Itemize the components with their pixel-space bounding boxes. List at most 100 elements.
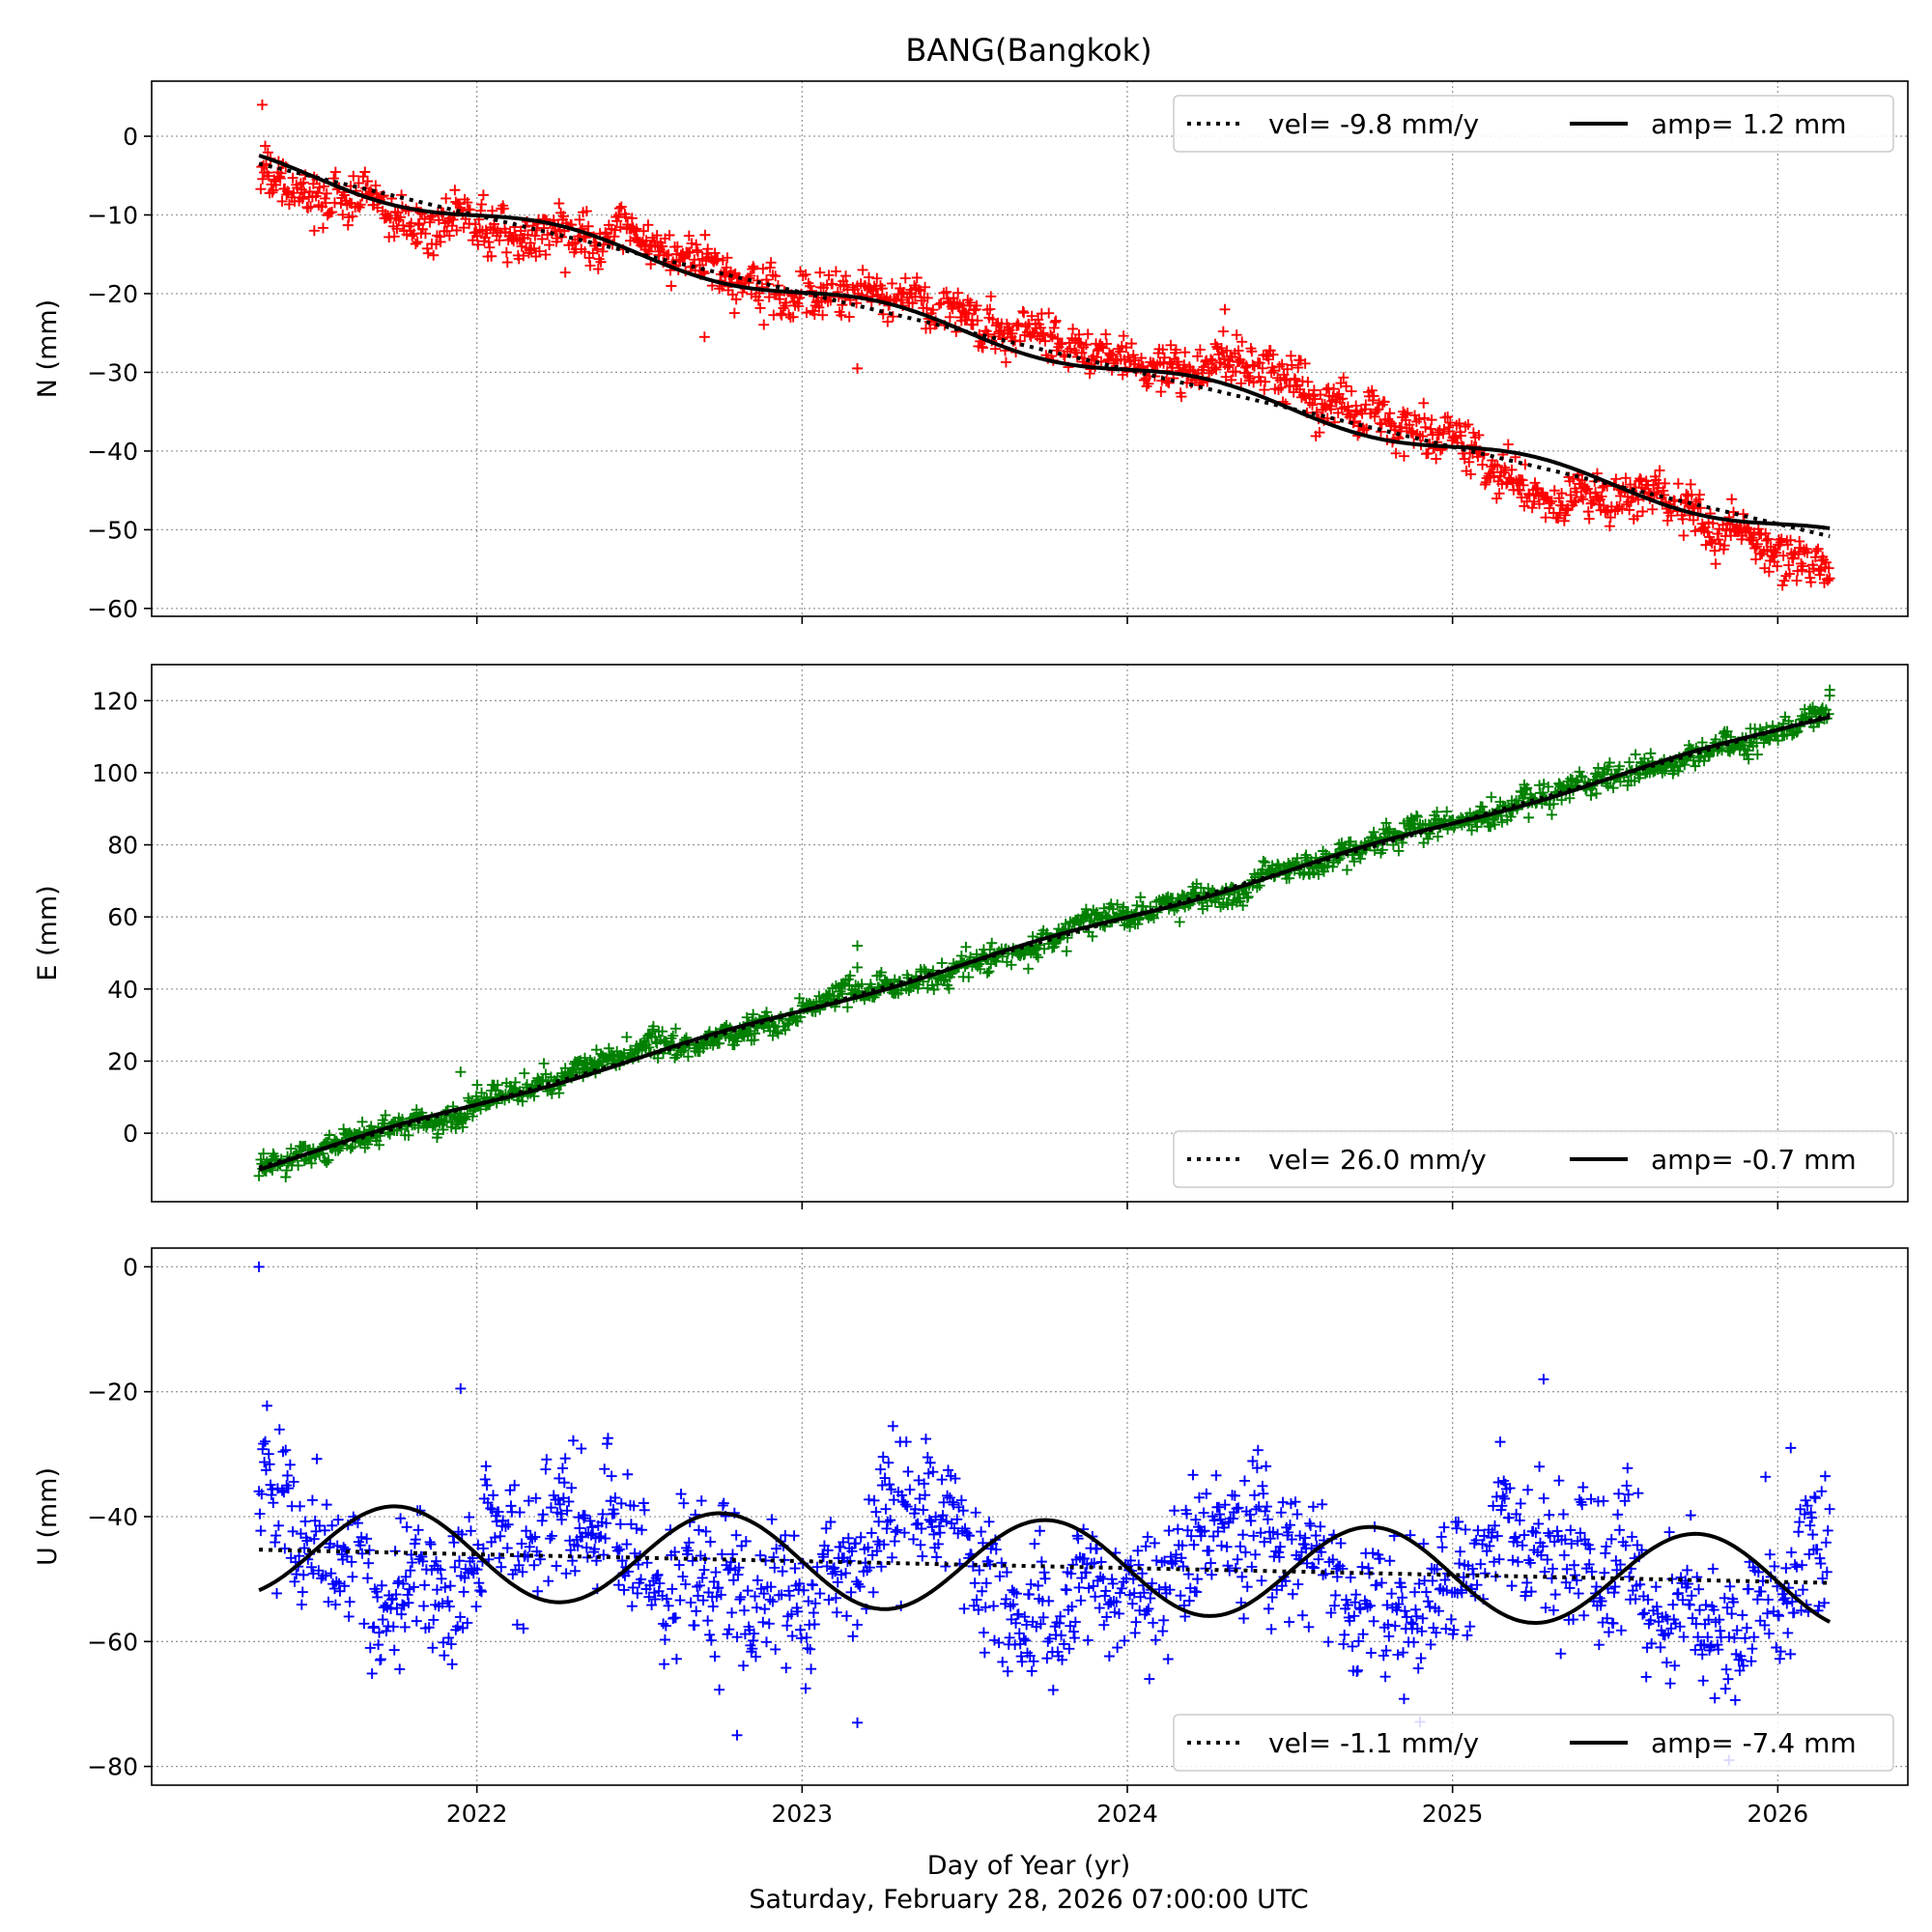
data-point-marker (1697, 1675, 1709, 1687)
data-point-marker (283, 199, 295, 211)
data-point-marker (1578, 1609, 1590, 1621)
data-point-marker (694, 1579, 705, 1591)
data-point-marker (270, 179, 282, 190)
data-point-marker (1057, 1654, 1068, 1665)
data-point-marker (1241, 1581, 1253, 1593)
data-point-marker (636, 1524, 647, 1536)
data-point-marker (1263, 1603, 1274, 1614)
data-point-marker (800, 269, 811, 280)
data-point-marker (693, 1524, 704, 1536)
data-point-marker (471, 1564, 483, 1576)
data-point-marker (410, 1534, 421, 1546)
data-point-marker (866, 1527, 877, 1539)
data-point-marker (801, 1632, 812, 1643)
data-point-marker (930, 1511, 942, 1522)
data-point-marker (1328, 384, 1340, 395)
data-point-marker (1571, 1575, 1582, 1586)
data-point-marker (590, 1555, 602, 1567)
data-point-marker (1275, 382, 1287, 393)
data-point-marker (1569, 497, 1580, 508)
data-point-marker (658, 1659, 669, 1670)
data-point-marker (1251, 1463, 1263, 1474)
data-point-marker (448, 1537, 460, 1548)
data-point-marker (1178, 1561, 1189, 1573)
data-point-marker (574, 213, 585, 225)
data-point-marker (581, 206, 592, 217)
data-point-marker (1242, 891, 1254, 902)
data-point-marker (789, 1563, 801, 1575)
data-point-marker (1273, 1551, 1285, 1563)
data-point-marker (922, 1452, 933, 1463)
data-point-marker (1499, 1492, 1511, 1504)
data-point-marker (923, 1514, 935, 1525)
data-point-marker (453, 1555, 465, 1567)
data-point-marker (487, 1504, 498, 1516)
data-point-marker (731, 1729, 743, 1741)
data-point-marker (726, 1548, 738, 1560)
data-point-marker (1503, 1512, 1515, 1523)
data-point-marker (918, 1504, 929, 1516)
data-point-marker (1023, 1589, 1035, 1601)
data-point-marker (1515, 1497, 1526, 1509)
data-point-marker (1128, 1587, 1140, 1599)
data-point-marker (716, 1548, 727, 1560)
data-point-marker (329, 166, 341, 178)
data-point-marker (1521, 782, 1533, 794)
data-point-marker (1505, 811, 1517, 823)
data-point-marker (814, 1588, 826, 1600)
data-point-marker (742, 1585, 753, 1597)
data-point-marker (1524, 1557, 1536, 1569)
data-point-marker (472, 1539, 484, 1550)
data-point-marker (380, 1109, 391, 1121)
data-point-marker (582, 220, 594, 232)
data-point-marker (629, 1548, 640, 1559)
data-point-marker (563, 1495, 575, 1507)
data-point-marker (1743, 1583, 1754, 1595)
data-point-marker (780, 1529, 791, 1541)
data-point-marker (530, 1492, 542, 1504)
data-point-marker (913, 284, 924, 296)
data-point-marker (1645, 1614, 1657, 1626)
data-point-marker (1646, 1637, 1658, 1649)
data-point-marker (1080, 339, 1092, 351)
data-point-marker (938, 1496, 950, 1508)
data-point-marker (927, 1466, 939, 1478)
data-point-marker (1262, 1514, 1273, 1525)
panels: 0−10−20−30−40−50−60N (mm)vel= -9.8 mm/y a… (33, 80, 1909, 1828)
data-point-marker (475, 1103, 487, 1115)
data-point-marker (612, 1545, 624, 1556)
data-point-marker (1806, 1512, 1818, 1523)
data-point-marker (944, 311, 955, 323)
data-point-marker (1277, 1496, 1289, 1508)
data-point-marker (1603, 1627, 1614, 1638)
data-point-marker (1547, 1563, 1558, 1575)
data-point-marker (1236, 378, 1247, 389)
data-point-marker (1275, 1507, 1287, 1519)
data-point-marker (557, 211, 569, 222)
data-point-marker (1776, 533, 1787, 545)
data-point-marker (1538, 1492, 1549, 1504)
data-point-marker (774, 294, 785, 305)
data-point-marker (1121, 342, 1132, 354)
chart-title: BANG(Bangkok) (905, 32, 1151, 69)
data-point-marker (1512, 1556, 1523, 1568)
data-point-marker (1522, 1484, 1534, 1495)
data-point-marker (1346, 385, 1357, 397)
data-point-marker (407, 1557, 418, 1569)
data-point-marker (1623, 1489, 1634, 1500)
data-point-marker (788, 1530, 800, 1542)
data-point-marker (1250, 1548, 1262, 1560)
data-point-marker (1537, 1541, 1548, 1552)
data-point-marker (1472, 1524, 1484, 1536)
data-point-marker (1782, 1627, 1794, 1638)
data-point-marker (1553, 1475, 1565, 1487)
data-point-marker (841, 1002, 853, 1013)
data-point-marker (1412, 1662, 1424, 1674)
data-point-marker (1523, 490, 1535, 501)
data-point-marker (919, 964, 930, 976)
data-point-marker (807, 1579, 818, 1591)
data-point-marker (725, 1556, 737, 1568)
data-point-marker (253, 1261, 265, 1272)
data-point-marker (689, 1620, 700, 1632)
data-point-marker (255, 184, 267, 195)
